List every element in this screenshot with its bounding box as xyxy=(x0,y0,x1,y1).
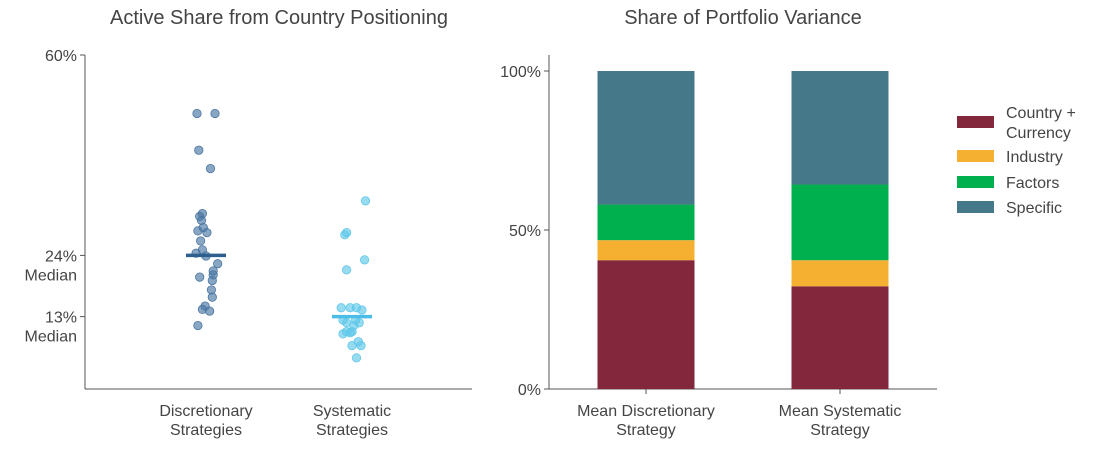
scatter-point xyxy=(193,226,203,236)
bar-segment xyxy=(597,71,695,205)
left-x-tick-label: Systematic Strategies xyxy=(313,403,391,439)
right-y-tick-label: 50% xyxy=(509,223,541,240)
right-chart: Share of Portfolio Variance 0% 50% 100% Me… xyxy=(500,7,1076,439)
scatter-point xyxy=(194,145,204,155)
bar-segment xyxy=(597,260,695,389)
right-bars xyxy=(597,71,889,389)
right-chart-title: Share of Portfolio Variance xyxy=(624,7,862,29)
left-medians xyxy=(186,253,372,319)
right-y-tick-label: 0% xyxy=(518,382,541,399)
scatter-point xyxy=(341,265,352,275)
scatter-point xyxy=(357,305,367,315)
left-x-tick-label: Discretionary Strategies xyxy=(159,403,252,439)
scatter-point xyxy=(195,272,205,282)
scatter-point xyxy=(336,303,346,313)
scatter-point xyxy=(360,196,371,206)
legend-swatch xyxy=(957,176,994,188)
scatter-point xyxy=(210,108,220,119)
left-y-tick-label: 24% Median xyxy=(25,248,77,284)
scatter-point xyxy=(193,320,203,331)
left-chart: Active Share from Country Positioning 60… xyxy=(25,7,472,439)
scatter-point xyxy=(202,227,212,238)
bar-segment xyxy=(791,260,889,287)
scatter-point xyxy=(356,340,366,351)
legend-swatch xyxy=(957,116,994,128)
left-points xyxy=(191,108,371,363)
scatter-point xyxy=(192,108,202,119)
right-y-tick-label: 100% xyxy=(500,64,541,81)
scatter-point xyxy=(196,236,206,246)
legend: Country + Currency Industry Factors Specific xyxy=(957,105,1076,217)
legend-swatch xyxy=(957,150,994,162)
legend-swatch xyxy=(957,201,994,213)
scatter-point xyxy=(213,259,223,269)
scatter-point xyxy=(207,292,217,302)
bar-segment xyxy=(791,286,889,389)
scatter-point xyxy=(359,255,370,265)
left-y-tick-label: 60% xyxy=(45,48,77,65)
legend-label: Country + Currency xyxy=(1006,105,1076,142)
scatter-point xyxy=(205,306,215,316)
right-x-labels: Mean Discretionary Strategy Mean Systemati… xyxy=(577,389,901,439)
left-y-tick-label: 13% Median xyxy=(25,310,77,346)
right-x-tick-label: Mean Systematic Strategy xyxy=(779,403,902,439)
legend-label: Factors xyxy=(1006,175,1059,192)
legend-label: Industry xyxy=(1006,149,1063,166)
scatter-point xyxy=(207,275,217,286)
scatter-point xyxy=(205,163,216,174)
right-x-tick-label: Mean Discretionary Strategy xyxy=(577,403,715,439)
scatter-point xyxy=(351,353,362,363)
left-y-ticks: 60% 24% Median 13% Median xyxy=(25,48,85,346)
scatter-point xyxy=(338,329,348,339)
bar-segment xyxy=(597,204,695,241)
left-x-labels: Discretionary Strategies Systematic Strateg… xyxy=(159,403,391,439)
bar-segment xyxy=(791,71,889,185)
bar-segment xyxy=(791,184,889,261)
right-y-ticks: 0% 50% 100% xyxy=(500,64,549,399)
legend-label: Specific xyxy=(1006,200,1062,217)
scatter-point xyxy=(347,340,357,351)
left-chart-title: Active Share from Country Positioning xyxy=(110,7,448,29)
bar-segment xyxy=(597,240,695,261)
scatter-point xyxy=(340,230,350,240)
